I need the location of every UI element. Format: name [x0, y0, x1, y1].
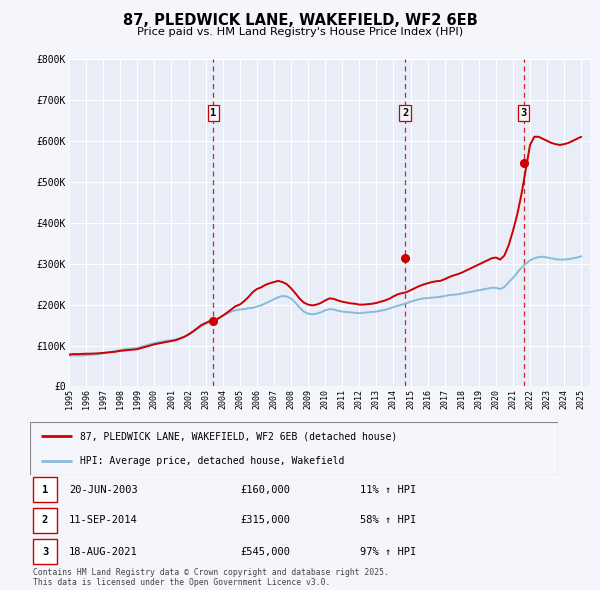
Text: HPI: Average price, detached house, Wakefield: HPI: Average price, detached house, Wake… — [80, 455, 344, 466]
Text: 18-AUG-2021: 18-AUG-2021 — [69, 547, 138, 556]
Text: 87, PLEDWICK LANE, WAKEFIELD, WF2 6EB (detached house): 87, PLEDWICK LANE, WAKEFIELD, WF2 6EB (d… — [80, 431, 397, 441]
Text: 2: 2 — [42, 516, 48, 525]
Text: £315,000: £315,000 — [240, 516, 290, 525]
Text: 58% ↑ HPI: 58% ↑ HPI — [360, 516, 416, 525]
Text: 11% ↑ HPI: 11% ↑ HPI — [360, 485, 416, 494]
Text: 1: 1 — [211, 108, 217, 118]
Text: 3: 3 — [42, 547, 48, 556]
Text: £160,000: £160,000 — [240, 485, 290, 494]
Text: 2: 2 — [402, 108, 409, 118]
Text: 20-JUN-2003: 20-JUN-2003 — [69, 485, 138, 494]
Text: 3: 3 — [521, 108, 527, 118]
Text: £545,000: £545,000 — [240, 547, 290, 556]
Text: 97% ↑ HPI: 97% ↑ HPI — [360, 547, 416, 556]
Text: 11-SEP-2014: 11-SEP-2014 — [69, 516, 138, 525]
Text: 87, PLEDWICK LANE, WAKEFIELD, WF2 6EB: 87, PLEDWICK LANE, WAKEFIELD, WF2 6EB — [122, 13, 478, 28]
Text: Price paid vs. HM Land Registry's House Price Index (HPI): Price paid vs. HM Land Registry's House … — [137, 27, 463, 37]
Text: 1: 1 — [42, 485, 48, 494]
Text: Contains HM Land Registry data © Crown copyright and database right 2025.
This d: Contains HM Land Registry data © Crown c… — [33, 568, 389, 587]
